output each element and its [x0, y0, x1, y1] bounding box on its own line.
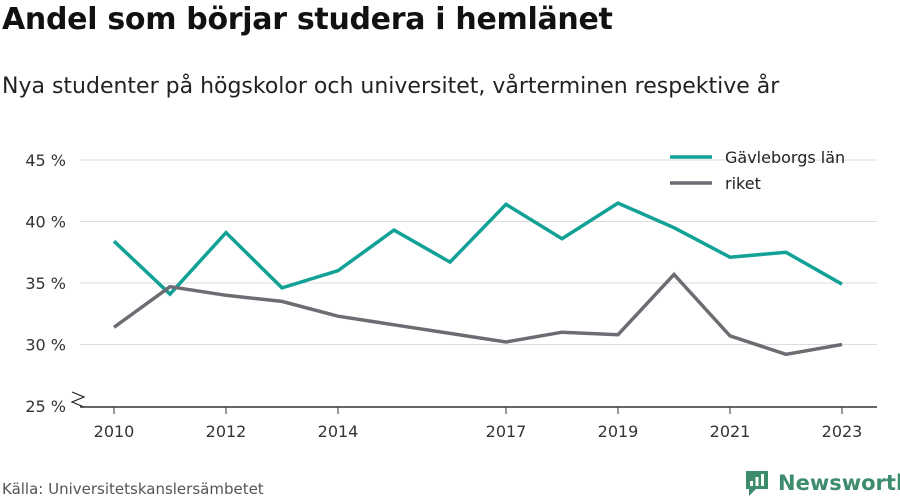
x-tick-label: 2021: [710, 422, 751, 441]
y-axis: 25 % 30 % 35 % 40 % 45 %: [25, 151, 86, 416]
y-tick-label: 45 %: [25, 151, 66, 170]
legend-label: riket: [725, 174, 761, 193]
y-tick-label: 35 %: [25, 274, 66, 293]
legend-label: Gävleborgs län: [725, 148, 845, 167]
legend: Gävleborgs län riket: [670, 148, 845, 193]
source-note: Källa: Universitetskanslersämbetet: [2, 480, 264, 498]
x-tick-label: 2017: [486, 422, 527, 441]
y-tick-label: 30 %: [25, 336, 66, 355]
brand-name: Newsworthy: [778, 471, 900, 495]
y-tick-label: 25 %: [25, 397, 66, 416]
newsworthy-logo-icon: [746, 471, 768, 496]
x-tick-label: 2014: [318, 422, 359, 441]
axis-break-icon: [70, 391, 86, 408]
series-lines: [112, 201, 843, 357]
brand-logo[interactable]: Newsworthy: [744, 468, 900, 498]
chart-title: Andel som börjar studera i hemlänet: [2, 2, 613, 37]
chart-subtitle: Nya studenter på högskolor och universit…: [2, 74, 780, 99]
x-tick-label: 2023: [822, 422, 863, 441]
series-line-riket: [112, 271, 843, 357]
y-tick-label: 40 %: [25, 213, 66, 232]
x-tick-label: 2019: [598, 422, 639, 441]
line-chart: 25 %30 %35 %40 %45 % 2010 2012 2014 2017 201…: [25, 148, 877, 441]
x-axis: 2010 2012 2014 2017 2019 2021 2023: [80, 406, 877, 441]
x-tick-label: 2012: [206, 422, 247, 441]
gridlines: [80, 159, 877, 345]
series-line-gavleborg: [112, 201, 843, 297]
x-tick-label: 2010: [94, 422, 135, 441]
